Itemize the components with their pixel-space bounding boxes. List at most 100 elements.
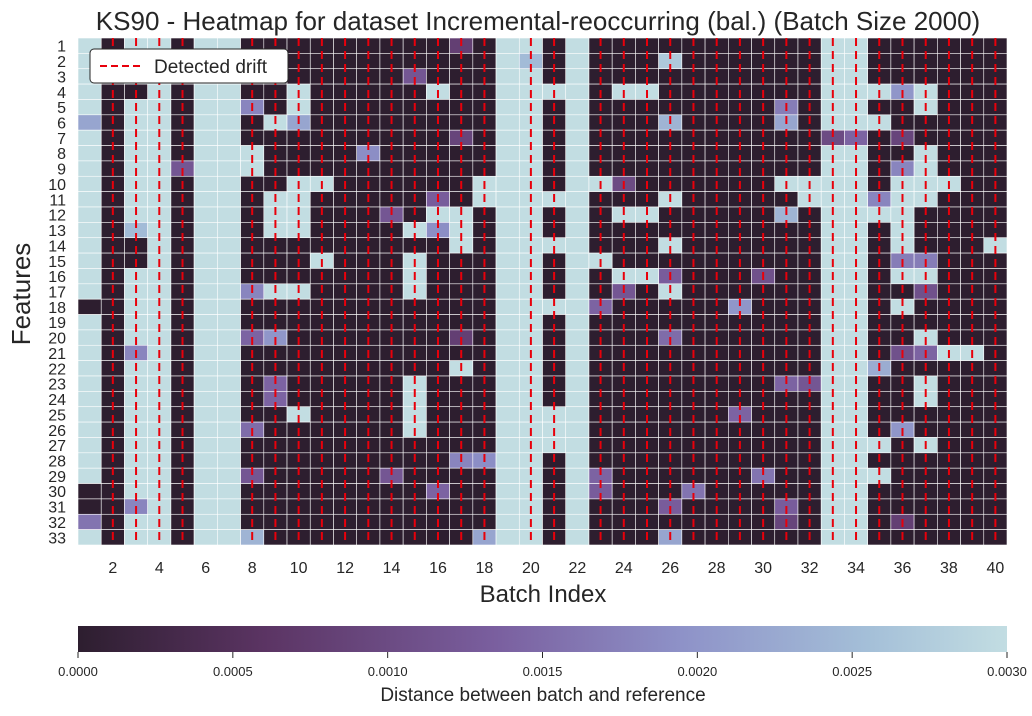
heatmap-cell (77, 129, 102, 146)
heatmap-cell (495, 344, 520, 361)
heatmap-cell (193, 467, 218, 484)
heatmap-cell (217, 252, 241, 269)
heatmap-cell (565, 391, 590, 408)
heatmap-cell (217, 298, 241, 315)
heatmap-cell (77, 175, 102, 192)
heatmap-cell (77, 160, 102, 177)
y-tick-label: 5 (57, 100, 66, 117)
heatmap-cell (217, 498, 241, 515)
heatmap-cell (565, 513, 590, 530)
y-tick-label: 1 (57, 39, 66, 56)
heatmap-cell (77, 314, 102, 331)
x-tick-label: 36 (894, 560, 912, 577)
heatmap-cell (77, 283, 102, 300)
heatmap-cell (217, 83, 241, 100)
y-tick-label: 4 (57, 85, 66, 102)
heatmap-cell (565, 498, 590, 515)
heatmap-cell (565, 360, 590, 377)
heatmap-cell (77, 391, 102, 408)
heatmap-cell (565, 99, 590, 116)
y-tick-label: 2 (57, 54, 66, 71)
colorbar-tick-label: 0.0015 (523, 664, 563, 679)
heatmap-cell (217, 145, 241, 162)
x-tick-label: 40 (986, 560, 1004, 577)
heatmap-cell (217, 437, 241, 454)
heatmap-cell (495, 298, 520, 315)
y-tick-label: 17 (48, 285, 66, 302)
colorbar: 0.0000 0.0005 0.0010 0.0015 0.0020 0.0025 0.00… (58, 626, 1027, 706)
y-tick-label: 19 (48, 315, 66, 332)
heatmap-cell (193, 421, 218, 438)
y-tick-label: 32 (48, 515, 66, 532)
heatmap-cell (565, 222, 590, 239)
heatmap-cell (217, 483, 241, 500)
colorbar-tick-label: 0.0000 (58, 664, 98, 679)
heatmap-cell (193, 145, 218, 162)
heatmap-cell (495, 37, 520, 54)
y-tick-label: 25 (48, 407, 66, 424)
heatmap-cell (565, 37, 590, 54)
y-tick-label: 10 (48, 177, 66, 194)
heatmap-cell (565, 437, 590, 454)
heatmap-cell (193, 452, 218, 469)
heatmap-cell (77, 513, 102, 530)
y-tick-label: 26 (48, 423, 66, 440)
heatmap-cell (565, 298, 590, 315)
x-tick-label: 22 (568, 560, 586, 577)
colorbar-label: Distance between batch and reference (380, 685, 705, 706)
heatmap-cell (565, 344, 590, 361)
heatmap-cell (565, 53, 590, 70)
x-tick-label: 32 (801, 560, 819, 577)
heatmap-cell (495, 83, 520, 100)
x-tick-label: 14 (383, 560, 401, 577)
colorbar-tick-label: 0.0020 (677, 664, 717, 679)
heatmap-cell (77, 344, 102, 361)
heatmap-cell (495, 421, 520, 438)
heatmap-cell (217, 129, 241, 146)
heatmap-cell (495, 498, 520, 515)
heatmap-cell (565, 237, 590, 254)
x-tick-label: 16 (429, 560, 447, 577)
heatmap-cell (77, 467, 102, 484)
heatmap-cell (565, 145, 590, 162)
x-tick-label: 24 (615, 560, 633, 577)
heatmap-cell (193, 298, 218, 315)
heatmap-cell (565, 467, 590, 484)
heatmap-cell (193, 283, 218, 300)
x-tick-label: 4 (155, 560, 164, 577)
heatmap-cell (217, 222, 241, 239)
heatmap-cell (217, 99, 241, 116)
x-tick-label: 10 (290, 560, 308, 577)
heatmap-cell (495, 375, 520, 392)
heatmap-cell (77, 145, 102, 162)
chart-title: KS90 - Heatmap for dataset Incremental-r… (96, 6, 980, 36)
heatmap-cell (217, 529, 241, 546)
y-tick-label: 22 (48, 361, 66, 378)
heatmap-cell (565, 252, 590, 269)
heatmap-cell (77, 421, 102, 438)
y-tick-label: 23 (48, 377, 66, 394)
heatmap-cell (77, 360, 102, 377)
heatmap-cell (217, 375, 241, 392)
heatmap-cell (565, 452, 590, 469)
heatmap-cell (495, 99, 520, 116)
heatmap-cell (495, 68, 520, 85)
heatmap-cell (565, 529, 590, 546)
heatmap-cell (565, 160, 590, 177)
heatmap-cell (77, 268, 102, 285)
heatmap-cell (495, 206, 520, 223)
heatmap-cell (495, 513, 520, 530)
heatmap-cell (495, 114, 520, 131)
y-tick-labels: 1234567891011121314151617181920212223242… (48, 39, 66, 548)
heatmap-cell (193, 391, 218, 408)
heatmap-cell (495, 145, 520, 162)
x-tick-label: 28 (708, 560, 726, 577)
heatmap-cell (495, 391, 520, 408)
heatmap-cell (77, 437, 102, 454)
y-tick-label: 24 (48, 392, 66, 409)
heatmap-cell (193, 237, 218, 254)
y-tick-label: 12 (48, 208, 66, 225)
heatmap-cell (77, 452, 102, 469)
y-tick-label: 13 (48, 223, 66, 240)
